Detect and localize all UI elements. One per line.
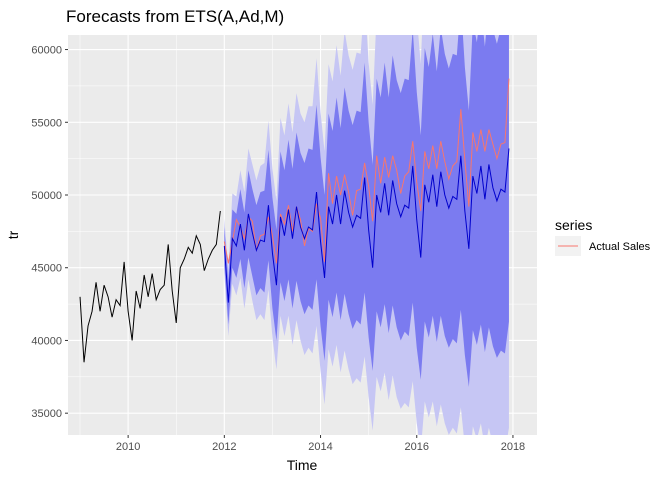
x-tick-label: 2010 bbox=[116, 441, 140, 453]
x-tick-label: 2014 bbox=[308, 441, 332, 453]
history-line bbox=[79, 210, 221, 363]
forecast-line bbox=[223, 148, 510, 303]
x-tick-label: 2016 bbox=[405, 441, 429, 453]
y-tick-label: 60000 bbox=[31, 45, 62, 57]
x-tick-label: 2012 bbox=[212, 441, 236, 453]
legend-label-actual-sales: Actual Sales bbox=[589, 241, 651, 253]
y-tick-label: 35000 bbox=[31, 408, 62, 420]
legend: series Actual Sales bbox=[555, 217, 651, 256]
y-tick-label: 55000 bbox=[31, 117, 62, 129]
y-tick-label: 40000 bbox=[31, 335, 62, 347]
x-tick-label: 2018 bbox=[501, 441, 525, 453]
x-axis-title: Time bbox=[287, 457, 318, 473]
x-axis-ticks: 2010 2012 2014 2016 2018 bbox=[116, 435, 525, 453]
chart-title: Forecasts from ETS(A,Ad,M) bbox=[66, 7, 284, 26]
y-axis-title: tr bbox=[5, 230, 21, 239]
y-tick-label: 45000 bbox=[31, 263, 62, 275]
legend-title: series bbox=[555, 217, 592, 233]
y-axis-ticks: 35000 40000 45000 50000 55000 60000 bbox=[31, 45, 68, 420]
actual-sales-line bbox=[223, 78, 510, 264]
forecast-band-80 bbox=[224, 35, 509, 387]
y-tick-label: 50000 bbox=[31, 190, 62, 202]
